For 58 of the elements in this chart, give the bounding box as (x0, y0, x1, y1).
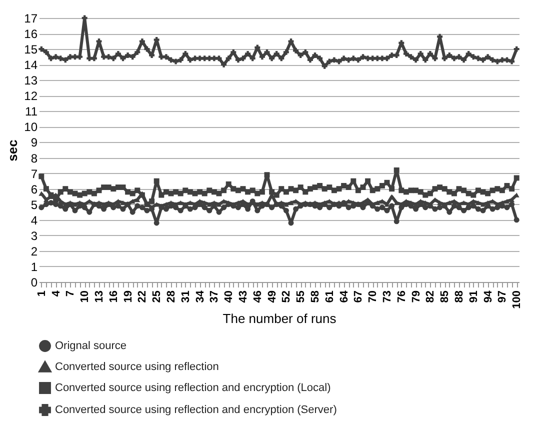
x-tick-label: 88 (454, 290, 466, 303)
x-tick-label: 100 (511, 290, 524, 309)
y-tick-label: 6 (30, 182, 38, 196)
legend-label: Converted source using reflection (55, 361, 219, 373)
legend-label: Converted source using reflection and encryption (Local) (55, 382, 331, 394)
y-tick-label: 1 (30, 260, 38, 274)
x-tick-label: 94 (482, 290, 494, 303)
x-tick-label: 52 (280, 290, 293, 303)
x-tick-label: 19 (122, 290, 134, 303)
x-tick-label: 76 (396, 290, 408, 303)
y-tick-label: 17 (24, 12, 38, 26)
x-axis-title: The number of runs (222, 310, 337, 326)
y-tick-label: 16 (24, 27, 38, 42)
x-tick-label: 16 (108, 290, 120, 303)
x-tick-label: 37 (208, 290, 221, 303)
x-tick-label: 31 (180, 290, 192, 303)
y-tick-label: 7 (30, 166, 38, 181)
y-tick-label: 10 (24, 120, 38, 134)
y-tick-label: 8 (30, 151, 38, 166)
y-tick-label: 13 (24, 74, 38, 88)
x-tick-label: 85 (439, 290, 452, 303)
x-tick-label: 22 (136, 290, 149, 303)
y-tick-label: 12 (24, 89, 38, 104)
x-tick-label: 10 (79, 290, 92, 303)
x-tick-label: 13 (94, 290, 106, 303)
x-tick-label: 55 (295, 290, 308, 303)
y-tick-label: 14 (24, 58, 38, 72)
y-tick-label: 2 (30, 244, 38, 258)
x-tick-label: 82 (424, 290, 437, 303)
y-tick-label: 0 (30, 276, 38, 290)
y-tick-label: 5 (30, 198, 38, 212)
x-tick-label: 97 (496, 290, 509, 303)
y-tick-label: 4 (30, 213, 38, 228)
legend-label: Orignal source (55, 340, 127, 352)
y-tick-label: 3 (30, 228, 38, 243)
x-tick-label: 79 (410, 290, 422, 303)
x-tick-label: 40 (223, 290, 236, 303)
x-tick-label: 67 (352, 290, 365, 303)
x-tick-label: 64 (338, 290, 350, 303)
x-tick-label: 70 (367, 290, 380, 303)
x-tick-label: 49 (266, 290, 278, 303)
x-tick-label: 25 (151, 290, 164, 303)
x-tick-label: 34 (194, 290, 206, 303)
x-tick-label: 73 (382, 290, 394, 303)
x-tick-label: 61 (324, 290, 336, 303)
y-tick-label: 15 (24, 42, 38, 57)
x-tick-label: 91 (468, 290, 480, 303)
y-tick-label: 9 (30, 136, 38, 150)
x-tick-label: 58 (310, 290, 322, 303)
y-axis-title: sec (5, 140, 20, 162)
x-tick-label: 28 (166, 290, 178, 303)
x-tick-label: 4 (50, 290, 62, 297)
x-tick-label: 43 (238, 290, 250, 303)
y-tick-label: 11 (25, 104, 38, 119)
x-tick-label: 46 (252, 290, 264, 303)
x-tick-label: 1 (36, 290, 48, 297)
x-tick-label: 7 (64, 290, 77, 297)
legend-label: Converted source using reflection and encryption (Server) (55, 404, 337, 416)
